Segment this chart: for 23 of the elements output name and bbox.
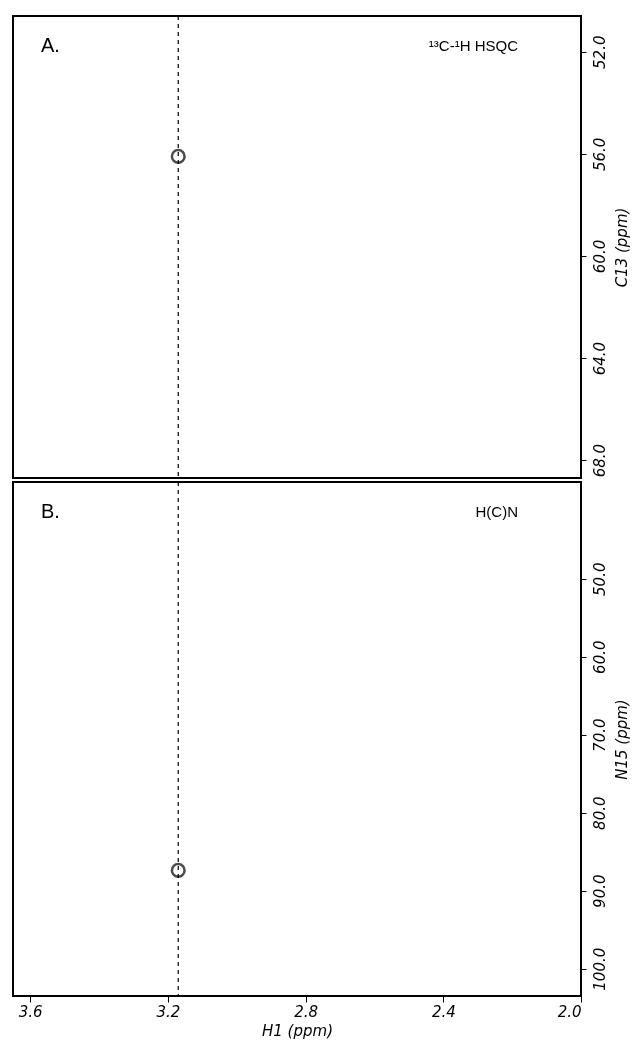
y-tick-label: 60.0 (590, 640, 609, 674)
annotation: H(C)N (475, 503, 518, 520)
x-tick-label: 2.4 (431, 1002, 456, 1021)
y-tick-label: 60.0 (590, 239, 609, 274)
annotation: B. (41, 500, 60, 522)
x-tick-label: 3.2 (156, 1002, 181, 1021)
y-tick-label: 70.0 (590, 718, 609, 752)
y-tick-label: 64.0 (590, 341, 609, 376)
y-tick-label: 90.0 (590, 874, 609, 908)
y-tick-label: 100.0 (590, 947, 609, 991)
y-axis-title: N15 (ppm) (612, 699, 631, 780)
x-tick-label: 2.8 (294, 1002, 319, 1021)
annotation: A. (41, 34, 60, 56)
y-tick-label: 52.0 (590, 35, 609, 69)
x-tick-label: 2.0 (557, 1002, 582, 1021)
y-tick-label: 56.0 (590, 137, 609, 172)
y-tick-label: 80.0 (590, 796, 609, 830)
y-tick-label: 68.0 (590, 443, 609, 478)
annotation: ¹³C-¹H HSQC (428, 37, 519, 54)
x-axis-title: H1 (ppm) (262, 1021, 333, 1040)
x-tick-label: 3.6 (18, 1002, 43, 1021)
y-tick-label: 50.0 (590, 562, 609, 596)
y-axis-title: C13 (ppm) (612, 207, 631, 288)
